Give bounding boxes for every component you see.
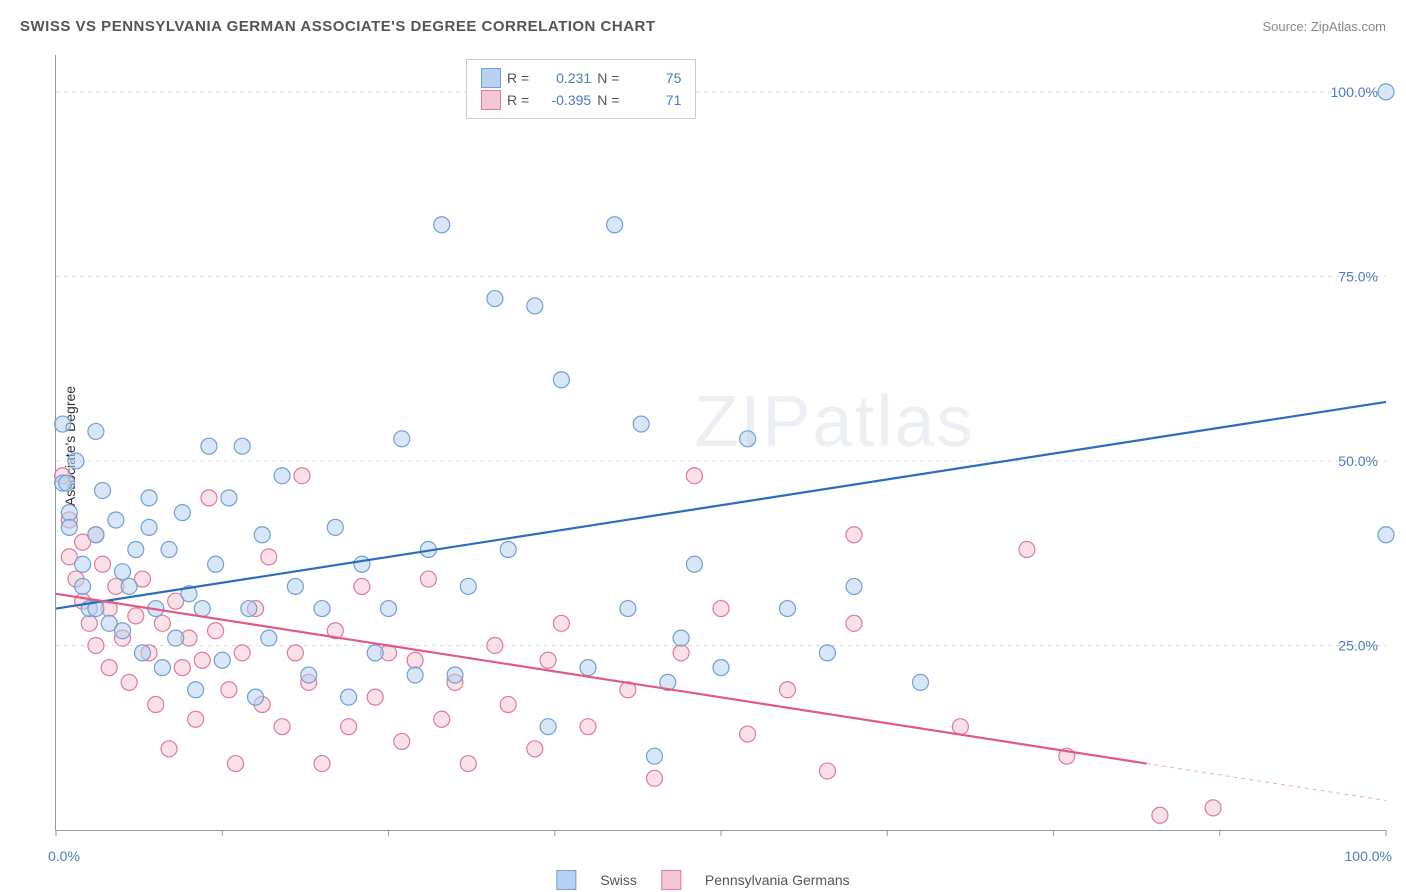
correlation-legend: R = 0.231 N = 75 R = -0.395 N = 71	[466, 59, 696, 119]
swatch-swiss	[481, 68, 501, 88]
x-axis-min-label: 0.0%	[48, 848, 80, 864]
r-label: R =	[507, 92, 529, 108]
swiss-series-label: Swiss	[600, 872, 637, 888]
svg-text:75.0%: 75.0%	[1338, 268, 1378, 284]
swiss-r-value: 0.231	[535, 70, 591, 86]
swatch-penn-bottom	[661, 870, 681, 890]
legend-row-swiss: R = 0.231 N = 75	[481, 68, 681, 88]
penn-series-label: Pennsylvania Germans	[705, 872, 850, 888]
swiss-n-value: 75	[625, 70, 681, 86]
chart-title: SWISS VS PENNSYLVANIA GERMAN ASSOCIATE'S…	[20, 18, 656, 35]
source-attribution: Source: ZipAtlas.com	[1262, 19, 1386, 34]
svg-text:50.0%: 50.0%	[1338, 453, 1378, 469]
svg-text:25.0%: 25.0%	[1338, 637, 1378, 653]
x-axis-max-label: 100.0%	[1345, 848, 1392, 864]
penn-r-value: -0.395	[535, 92, 591, 108]
chart-plot-area: ZIPatlas 25.0%50.0%75.0%100.0% R = 0.231…	[55, 55, 1386, 831]
svg-text:100.0%: 100.0%	[1331, 84, 1378, 100]
series-legend: Swiss Pennsylvania Germans	[556, 870, 849, 890]
n-label: N =	[597, 92, 619, 108]
swatch-swiss-bottom	[556, 870, 576, 890]
penn-n-value: 71	[625, 92, 681, 108]
scatter-svg: 25.0% 50.0% 75.0% 100.0%	[56, 55, 1386, 830]
r-label: R =	[507, 70, 529, 86]
n-label: N =	[597, 70, 619, 86]
legend-row-penn: R = -0.395 N = 71	[481, 90, 681, 110]
swatch-penn	[481, 90, 501, 110]
